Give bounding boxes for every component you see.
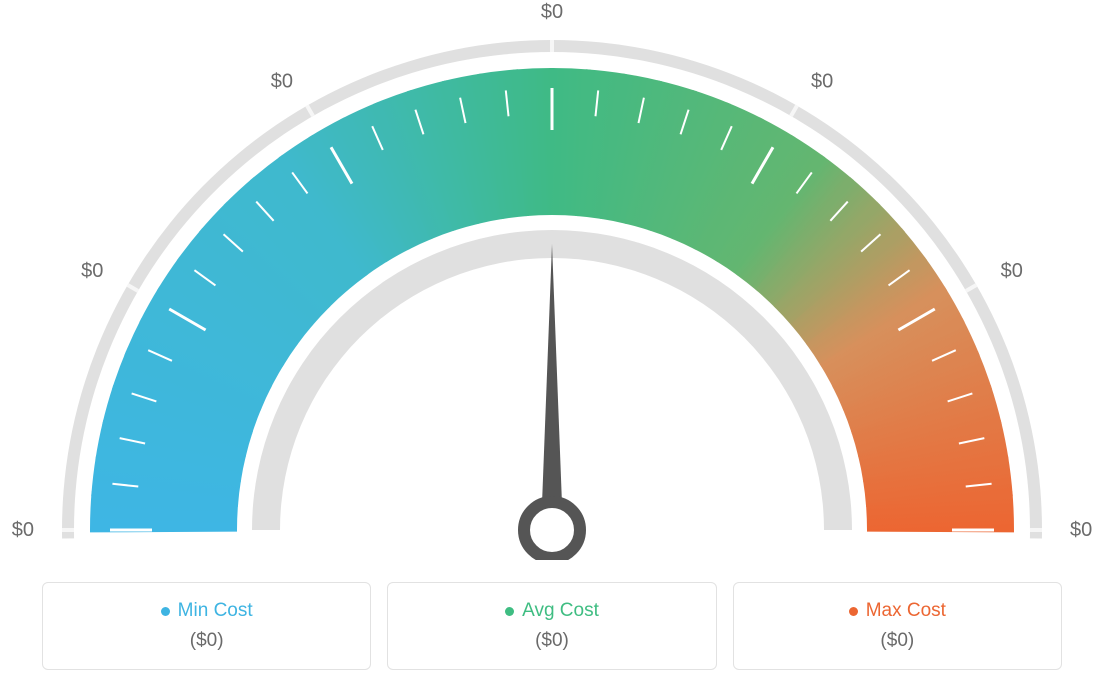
legend-value-max: ($0) bbox=[880, 630, 914, 652]
svg-text:$0: $0 bbox=[81, 260, 103, 282]
legend-label-avg: Avg Cost bbox=[522, 600, 599, 622]
svg-text:$0: $0 bbox=[1070, 519, 1092, 541]
legend-dot-max bbox=[849, 607, 858, 616]
svg-text:$0: $0 bbox=[811, 70, 833, 92]
legend-label-min: Min Cost bbox=[178, 600, 253, 622]
legend-dot-avg bbox=[505, 607, 514, 616]
svg-text:$0: $0 bbox=[541, 1, 563, 23]
svg-text:$0: $0 bbox=[1001, 260, 1023, 282]
legend-row: Min Cost ($0) Avg Cost ($0) Max Cost ($0… bbox=[42, 582, 1062, 670]
legend-box-max: Max Cost ($0) bbox=[733, 582, 1062, 670]
legend-dot-min bbox=[161, 607, 170, 616]
legend-value-min: ($0) bbox=[190, 630, 224, 652]
svg-text:$0: $0 bbox=[12, 519, 34, 541]
legend-label-max: Max Cost bbox=[866, 600, 946, 622]
legend-value-avg: ($0) bbox=[535, 630, 569, 652]
gauge-svg: $0 $0 $0 $0 $0 $0 $0 bbox=[0, 0, 1104, 560]
legend-box-min: Min Cost ($0) bbox=[42, 582, 371, 670]
legend-box-avg: Avg Cost ($0) bbox=[387, 582, 716, 670]
legend-label-row: Max Cost bbox=[849, 600, 946, 622]
legend-label-row: Avg Cost bbox=[505, 600, 599, 622]
legend-label-row: Min Cost bbox=[161, 600, 253, 622]
svg-text:$0: $0 bbox=[271, 70, 293, 92]
gauge-chart: $0 $0 $0 $0 $0 $0 $0 bbox=[0, 0, 1104, 560]
